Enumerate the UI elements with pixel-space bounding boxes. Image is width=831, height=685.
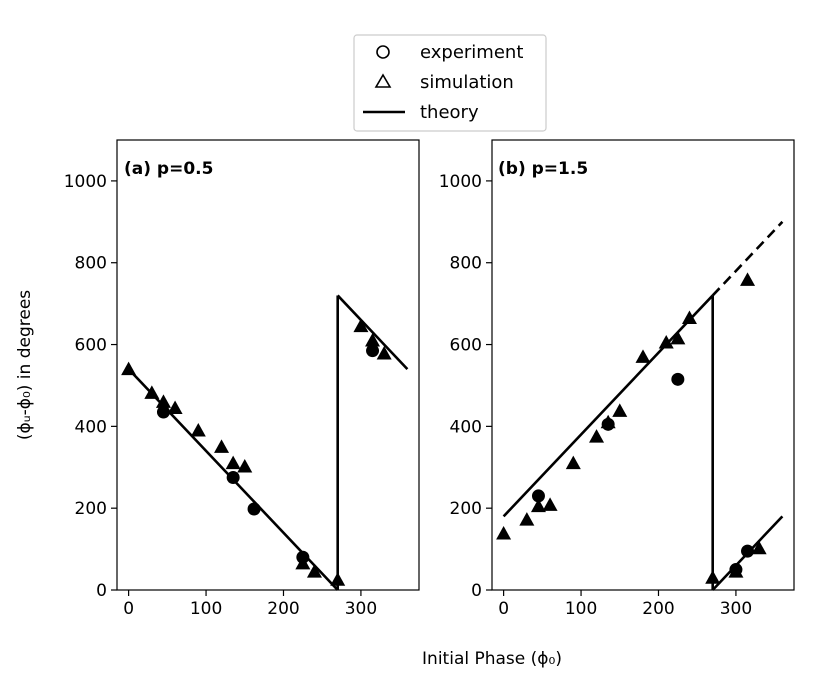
panel-b-ytick-label-1000: 1000	[439, 172, 482, 192]
panel-b-xtick-label-0: 0	[498, 599, 509, 619]
panel-a-experiment-point-1	[226, 471, 240, 484]
panel-b-simulation-point-11	[681, 310, 697, 324]
panel-a-simulation-point-2	[155, 394, 171, 408]
panel-b-ytick-label-0: 0	[471, 581, 482, 601]
panel-a-simulation-point-9	[306, 564, 322, 578]
panel-b-title: (b) p=1.5	[498, 159, 588, 179]
panel-b-experiment-point-2	[671, 372, 685, 386]
panel-a-experiment-point-0	[156, 405, 170, 419]
panel-b-theory	[502, 220, 784, 591]
panel-b-simulation-point-9	[658, 335, 674, 349]
panel-b-simulation-point-0	[496, 526, 512, 540]
panel-b-simulation-point-5	[589, 429, 605, 443]
panel-b-simulation-point-3	[542, 497, 558, 511]
panel-a-title: (a) p=0.5	[124, 159, 213, 179]
panel-b-experiment-point-4	[741, 544, 755, 558]
legend-experiment-marker	[376, 45, 390, 59]
panel-a-simulation-point-11	[353, 318, 369, 333]
panel-a-ytick-label-600: 600	[75, 336, 107, 356]
legend: experiment simulation theory	[353, 34, 547, 132]
panel-a-ytick-label-1000: 1000	[64, 172, 107, 192]
panel-b-xtick-label-100: 100	[565, 599, 597, 619]
panel-b-frame	[491, 139, 795, 591]
panel-b-simulation-point-8	[635, 349, 651, 363]
panel-a-simulation-point-6	[225, 455, 241, 470]
legend-theory-label: theory	[420, 102, 479, 123]
panel-a-xtick-label-300: 300	[345, 599, 377, 619]
panel-a: (a) p=0.5 0 100 200 300 0 200 400 600 800 1000	[64, 139, 420, 619]
panel-a-ytick-label-0: 0	[96, 581, 107, 601]
panel-a-simulation-point-10	[330, 572, 346, 586]
legend-experiment-label: experiment	[420, 42, 523, 63]
panel-b-theory-line-1	[711, 220, 784, 297]
x-axis-label: Initial Phase (ϕ₀)	[422, 649, 562, 669]
legend-simulation-marker	[374, 73, 392, 88]
panel-b-simulation-point-14	[740, 272, 756, 286]
panel-b-simulation-point-7	[612, 403, 628, 417]
panel-a-theory-line-2	[336, 294, 409, 370]
panel-a-simulation-point-3	[167, 400, 183, 414]
panel-a-simulation-point-5	[214, 439, 230, 453]
panel-b-xtick-label-300: 300	[720, 599, 752, 619]
panel-a-simulation-point-0	[121, 361, 137, 376]
panel-a-simulation-point-13	[376, 346, 392, 360]
panel-a-experiment-point-4	[366, 344, 380, 358]
panel-b-ytick-label-400: 400	[450, 417, 482, 437]
panel-b-simulation-point-2	[530, 498, 546, 513]
panel-a-frame	[116, 139, 420, 591]
panel-b-simulation-point-12	[705, 570, 721, 584]
panel-a-simulation-point-12	[365, 332, 381, 347]
panel-a-markers	[121, 318, 392, 586]
panel-b-ytick-label-800: 800	[450, 254, 482, 274]
panel-b-ytick-label-200: 200	[450, 499, 482, 519]
panel-a-ytick-label-200: 200	[75, 499, 107, 519]
panel-a-xtick-label-200: 200	[267, 599, 299, 619]
panel-b-theory-line-0	[502, 294, 714, 518]
panel-b-markers	[496, 272, 767, 584]
panel-b-ticks: 0 100 200 300 0 200 400 600 800 1000	[439, 172, 752, 619]
panel-a-simulation-point-1	[144, 385, 160, 399]
panel-a-xtick-label-100: 100	[190, 599, 222, 619]
panel-b-ytick-label-600: 600	[450, 336, 482, 356]
panel-b-experiment-point-3	[729, 563, 743, 577]
panel-b-simulation-point-10	[670, 330, 686, 345]
panel-a-simulation-point-7	[237, 458, 253, 473]
panel-a-ytick-label-800: 800	[75, 254, 107, 274]
y-axis-label: (ϕᵤ-ϕ₀) in degrees	[15, 290, 35, 440]
panel-a-xtick-label-0: 0	[123, 599, 134, 619]
legend-simulation-label: simulation	[420, 72, 514, 93]
panel-b: (b) p=1.5 0 100 200 300 0 200 400 600 800 1000	[439, 139, 795, 619]
panel-a-theory	[127, 294, 409, 591]
panel-a-simulation-point-4	[190, 422, 206, 437]
panel-a-ytick-label-400: 400	[75, 417, 107, 437]
panel-b-simulation-point-15	[751, 540, 767, 555]
panel-a-experiment-point-2	[247, 502, 261, 516]
panel-b-experiment-point-1	[601, 417, 615, 431]
panel-a-ticks: 0 100 200 300 0 200 400 600 800 1000	[64, 172, 377, 619]
legend-frame	[353, 34, 547, 132]
panel-b-xtick-label-200: 200	[642, 599, 674, 619]
panel-a-experiment-point-3	[296, 550, 310, 564]
panel-b-simulation-point-1	[519, 512, 535, 526]
panel-b-experiment-point-0	[531, 489, 545, 503]
panel-b-simulation-point-4	[565, 455, 581, 470]
